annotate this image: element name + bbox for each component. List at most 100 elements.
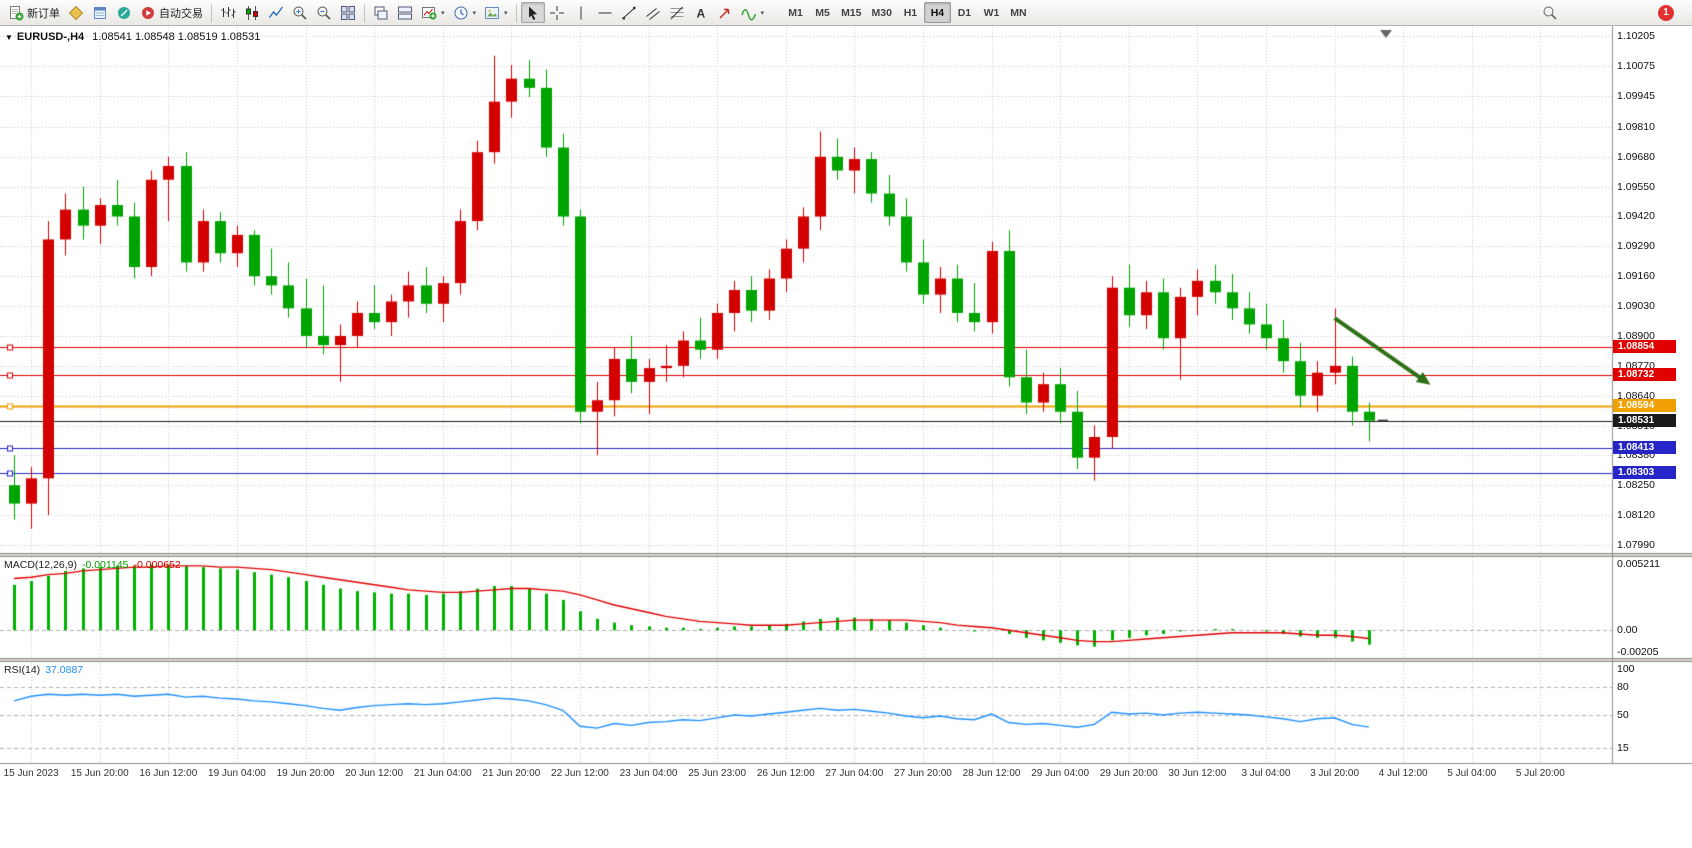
time-axis-label: 29 Jun 04:00 [1031,768,1090,779]
price-axis-label: 1.08120 [1617,509,1655,522]
cursor-tool-button[interactable] [520,2,545,23]
autotrading-label: 自动交易 [159,7,203,20]
cascade-windows-button[interactable] [369,2,393,23]
cascade-windows-icon [373,5,389,21]
tf-button-M5[interactable]: M5 [809,2,836,23]
price-axis-label: 1.09030 [1617,300,1655,313]
autotrading-button[interactable]: 自动交易 [136,2,207,23]
search-button[interactable] [1538,2,1562,23]
indicators-icon [740,5,757,21]
price-axis-label: 1.10075 [1617,60,1655,73]
time-axis-label: 29 Jun 20:00 [1099,768,1158,779]
tile-horizontal-button[interactable] [393,2,417,23]
price-axis-label: 1.09160 [1617,270,1655,283]
time-axis-label: 21 Jun 04:00 [413,768,472,779]
time-axis-label: 4 Jul 12:00 [1378,768,1428,779]
new-order-label: 新订单 [27,7,60,20]
tf-button-H1[interactable]: H1 [897,2,924,23]
trendline-tool-button[interactable] [617,2,641,23]
time-axis-label: 19 Jun 04:00 [208,768,266,779]
bar-chart-button[interactable] [216,2,240,23]
cursor-icon [525,5,541,21]
new-order-icon [8,5,24,21]
zoom-in-icon [292,5,308,21]
tf-button-MN[interactable]: MN [1005,2,1032,23]
chart-menu-icon: ▼ [5,33,13,42]
rsi-value: 37.0887 [45,664,84,676]
macd-axis-label: 0.00 [1617,624,1638,637]
notification-badge[interactable]: 1 [1658,4,1674,21]
price-axis-label: 1.09420 [1617,210,1655,223]
svg-text:A: A [696,6,705,20]
horizontal-line-tool-button[interactable] [593,2,617,23]
candlestick-chart-button[interactable] [240,2,264,23]
rsi-axis-label: 100 [1617,663,1635,675]
crosshair-tool-button[interactable] [545,2,569,23]
candlestick-chart-icon [244,5,260,21]
time-axis-label: 20 Jun 12:00 [345,768,404,779]
chevron-down-icon: ▾ [760,9,765,17]
chart-window: ▼ EURUSD-,H4 1.08541 1.08548 1.08519 1.085… [0,26,1692,848]
axis-overlays: 1.10205 1.10075 1.09945 1.09810 1.09680 1.095… [0,26,1692,848]
time-axis-label: 28 Jun 12:00 [962,768,1021,779]
line-chart-button[interactable] [264,2,288,23]
tf-button-M1[interactable]: M1 [782,2,809,23]
time-axis-label: 23 Jun 04:00 [619,768,678,779]
time-axis-label: 15 Jun 2023 [3,768,59,779]
channel-tool-button[interactable] [641,2,665,23]
tf-button-M30[interactable]: M30 [867,2,897,23]
fibonacci-tool-button[interactable] [665,2,689,23]
vertical-line-tool-button[interactable] [569,2,593,23]
chart-canvas[interactable] [0,26,1692,848]
template-image-icon [484,5,500,21]
chart-ohlc: 1.08541 1.08548 1.08519 1.08531 [92,31,261,43]
chart-symbol: EURUSD-,H4 [16,31,85,43]
arrows-tool-button[interactable] [713,2,737,23]
toolbar-separator [211,3,212,22]
text-icon: A [693,5,709,21]
profiles-button[interactable]: ▾ [449,2,481,23]
zoom-in-button[interactable] [288,2,312,23]
bar-chart-icon [220,5,236,21]
price-axis-label: 1.09290 [1617,240,1655,253]
market-watch-button[interactable] [64,2,88,23]
templates-button[interactable]: ▾ [480,2,512,23]
channel-icon [645,5,661,21]
search-icon [1542,5,1558,21]
rsi-axis-label: 15 [1617,741,1629,754]
time-axis-label: 16 Jun 12:00 [139,768,198,779]
price-badge-1.08732: 1.08732 [1613,367,1676,381]
time-axis-label: 3 Jul 20:00 [1310,768,1360,779]
zoom-out-icon [316,5,332,21]
navigator-button[interactable] [112,2,136,23]
text-tool-button[interactable]: A [689,2,713,23]
time-axis-label: 5 Jul 04:00 [1447,768,1497,779]
time-axis-label: 5 Jul 20:00 [1515,768,1565,779]
macd-name: MACD(12,26,9) [4,559,77,571]
data-window-button[interactable] [88,2,112,23]
time-axis-label: 30 Jun 12:00 [1168,768,1227,779]
price-axis-label: 1.08900 [1617,329,1655,342]
time-axis-label: 21 Jun 20:00 [482,768,541,779]
price-axis-label: 1.08640 [1617,389,1655,402]
time-axis-label: 27 Jun 20:00 [894,768,952,779]
toolbar-right: 1 [1538,2,1688,23]
tf-button-W1[interactable]: W1 [978,2,1005,23]
line-chart-icon [268,5,284,21]
macd-signal-value: -0.000652 [133,559,181,571]
indicators-button[interactable]: ▾ [737,2,769,23]
zoom-out-button[interactable] [312,2,336,23]
time-axis-label: 25 Jun 23:00 [688,768,747,779]
new-chart-button[interactable]: ▾ [417,2,449,23]
time-axis-label: 27 Jun 04:00 [825,768,884,779]
new-order-button[interactable]: 新订单 [4,2,64,23]
rsi-axis-label: 80 [1617,680,1629,693]
tf-button-D1[interactable]: D1 [951,2,978,23]
price-axis-label: 1.10205 [1617,30,1655,43]
tf-button-M15[interactable]: M15 [836,2,866,23]
tile-windows-button[interactable] [336,2,360,23]
tf-button-H4[interactable]: H4 [923,2,951,23]
price-badge-1.08303: 1.08303 [1613,466,1676,480]
price-axis-label: 1.09810 [1617,120,1655,133]
chevron-down-icon: ▾ [441,9,445,17]
